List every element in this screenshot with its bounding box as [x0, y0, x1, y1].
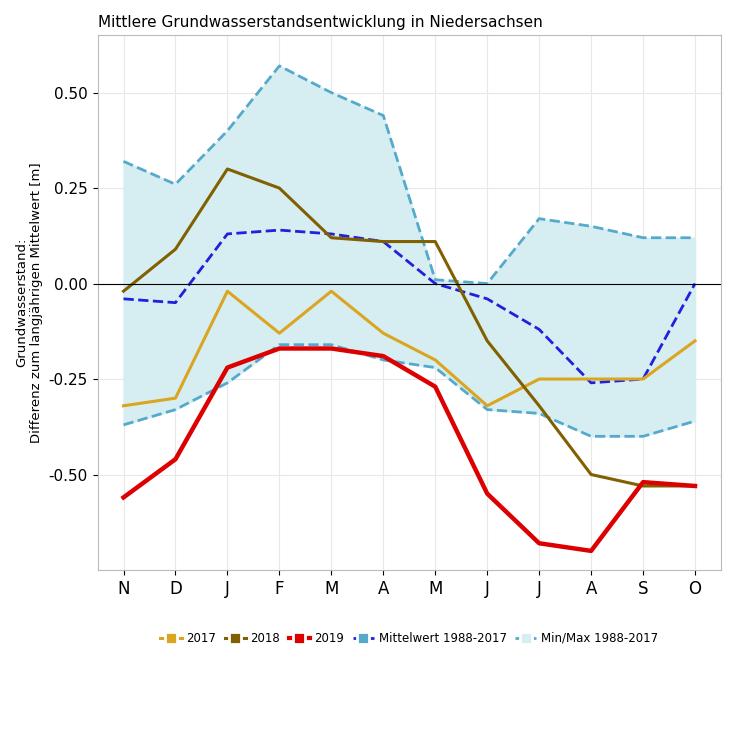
- Y-axis label: Grundwasserstand:
Differenz zum langjährigen Mittelwert [m]: Grundwasserstand: Differenz zum langjähr…: [15, 163, 43, 443]
- Text: Mittlere Grundwasserstandsentwicklung in Niedersachsen: Mittlere Grundwasserstandsentwicklung in…: [98, 15, 542, 30]
- Legend: 2017, 2018, 2019, Mittelwert 1988-2017, Min/Max 1988-2017: 2017, 2018, 2019, Mittelwert 1988-2017, …: [156, 627, 662, 650]
